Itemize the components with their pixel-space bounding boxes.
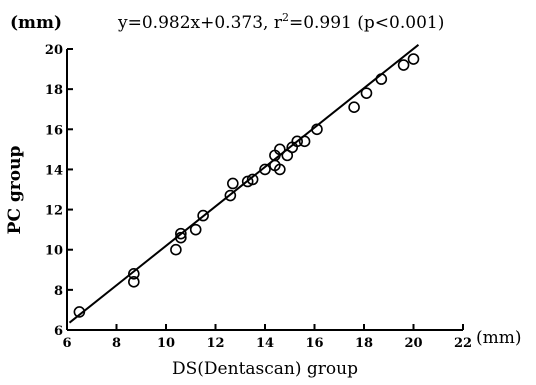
equation-superscript: 2 [282, 11, 289, 24]
x-tick-label: 20 [404, 336, 422, 351]
data-point [360, 87, 373, 99]
data-point [175, 227, 187, 240]
data-point [274, 143, 286, 156]
x-tick-label: 6 [62, 336, 71, 351]
regression-equation: y=0.982x+0.373, r2=0.991 (p<0.001) [117, 11, 444, 33]
x-axis-label: DS(Dentascan) group [172, 359, 358, 379]
data-point [274, 163, 286, 176]
equation-base: y=0.982x+0.373, r [117, 13, 283, 33]
data-point [128, 276, 140, 288]
data-point [298, 135, 311, 148]
data-point [170, 243, 182, 256]
data-point [227, 177, 239, 190]
data-point [375, 73, 388, 85]
y-axis-ticks: 6 8 10 12 14 16 18 20 [45, 43, 73, 339]
data-points [73, 53, 420, 318]
y-tick-label: 6 [54, 324, 63, 339]
data-point [281, 149, 294, 162]
y-tick-label: 18 [45, 83, 63, 98]
x-tick-label: 22 [454, 336, 472, 351]
data-point [197, 209, 209, 222]
y-axis-label: PC group [5, 146, 25, 235]
y-tick-label: 20 [45, 43, 63, 58]
y-tick-label: 12 [45, 204, 63, 219]
x-axis-ticks: 6 8 10 12 14 16 18 20 22 [62, 324, 472, 351]
y-tick-label: 10 [45, 244, 63, 259]
equation-tail: =0.991 (p<0.001) [289, 13, 444, 33]
x-tick-label: 16 [305, 336, 323, 351]
data-point [348, 101, 360, 114]
data-point [407, 53, 420, 65]
data-point [189, 223, 202, 236]
data-point [259, 163, 271, 176]
x-tick-label: 8 [112, 336, 121, 351]
x-tick-label: 18 [355, 336, 373, 351]
y-unit-label: (mm) [10, 13, 62, 33]
data-point [311, 123, 323, 136]
y-tick-label: 8 [54, 284, 63, 299]
x-tick-label: 12 [206, 336, 224, 351]
data-point [224, 189, 237, 202]
y-tick-label: 16 [45, 123, 63, 138]
x-unit-label: (mm) [476, 328, 522, 348]
y-tick-label: 14 [45, 163, 63, 178]
x-tick-label: 10 [157, 336, 175, 351]
data-point [128, 267, 140, 280]
data-point [73, 306, 86, 318]
data-point [291, 135, 303, 148]
x-tick-label: 14 [256, 336, 274, 351]
data-point [175, 231, 187, 244]
data-point [246, 173, 259, 186]
data-point [397, 59, 410, 71]
